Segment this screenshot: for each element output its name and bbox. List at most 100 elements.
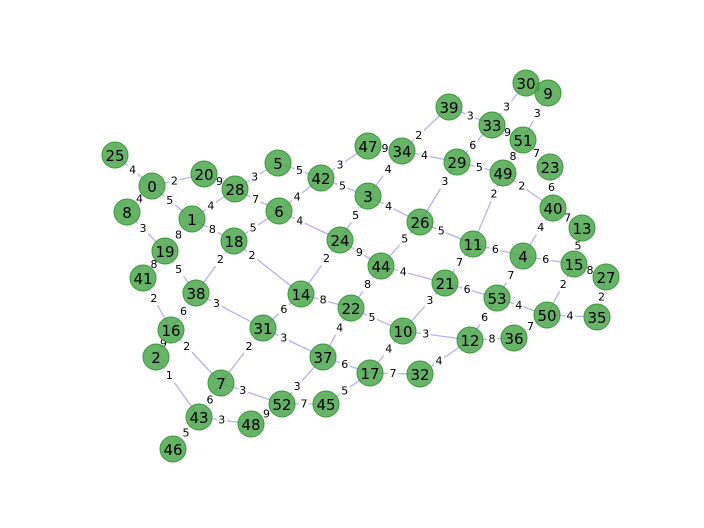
node-circle <box>431 269 459 297</box>
edge-weight-label: 3 <box>251 171 258 184</box>
node-18: 18 <box>220 227 248 255</box>
edge-weight-label: 4 <box>207 199 214 212</box>
node-21: 21 <box>431 269 459 297</box>
edge-weight-bg <box>367 310 378 325</box>
edge-weight-bg <box>299 397 309 411</box>
edge-weight-bg <box>292 189 303 204</box>
node-label: 22 <box>341 300 360 318</box>
node-17: 17 <box>356 359 384 387</box>
edge-weight-label: 4 <box>385 343 392 356</box>
node-label: 50 <box>537 307 556 325</box>
edge-weight-label: 5 <box>296 164 303 177</box>
edge-weight-label: 5 <box>369 311 376 324</box>
edge-weight-bg <box>134 192 145 206</box>
edge-weight-label: 5 <box>183 427 190 440</box>
edge-weight-bg <box>383 199 394 214</box>
node-29: 29 <box>443 148 471 176</box>
edge-weight-bg <box>321 251 332 266</box>
edge-weight-label: 2 <box>249 249 256 262</box>
node-circle <box>307 164 335 192</box>
edge-weight-bg <box>164 193 175 208</box>
node-13: 13 <box>568 214 596 242</box>
node-circle <box>207 369 235 397</box>
edge-weight-bg <box>535 220 546 235</box>
edge-weight-bg <box>148 291 159 306</box>
node-44: 44 <box>367 252 395 280</box>
node-label: 44 <box>371 258 390 276</box>
edge-weight-bg <box>540 252 551 267</box>
node-label: 41 <box>133 270 152 288</box>
edge-weight-label: 3 <box>294 380 301 393</box>
node-circle <box>536 153 564 181</box>
node-circle <box>182 279 210 307</box>
node-8: 8 <box>113 198 141 226</box>
node-circle <box>509 242 537 270</box>
node-circle <box>185 403 213 431</box>
edge-weight-label: 6 <box>542 253 549 266</box>
edge-weight-bg <box>546 180 557 195</box>
edge-weight-label: 5 <box>341 384 348 397</box>
node-label: 36 <box>504 330 523 348</box>
edge-weight-bg <box>362 277 373 292</box>
node-circle <box>443 148 471 176</box>
node-label: 39 <box>439 99 458 117</box>
node-5: 5 <box>264 149 292 177</box>
node-34: 34 <box>388 137 416 165</box>
node-label: 45 <box>316 396 335 414</box>
edge-weight-label: 2 <box>518 180 525 193</box>
edge-weight-label: 8 <box>151 258 158 271</box>
edge-weight-label: 8 <box>510 150 517 163</box>
node-label: 15 <box>564 256 583 274</box>
edge-weight-label: 8 <box>320 294 327 307</box>
node-label: 47 <box>358 138 377 156</box>
edge-weight-label: 3 <box>426 294 433 307</box>
edge-weight-label: 2 <box>598 291 605 304</box>
node-circle <box>326 226 354 254</box>
node-circle <box>583 303 611 331</box>
node-22: 22 <box>337 294 365 322</box>
edge-weight-bg <box>173 228 184 242</box>
edge-weight-bg <box>525 319 536 334</box>
edge-weight-bg <box>489 187 500 202</box>
edge-weight-label: 4 <box>436 355 443 368</box>
node-46: 46 <box>159 435 187 463</box>
node-label: 51 <box>513 132 532 150</box>
edge-weight-bg <box>479 310 490 325</box>
edge-weight-bg <box>292 379 303 394</box>
edge-weight-label: 7 <box>389 367 396 380</box>
edge-weight-label: 4 <box>296 214 303 227</box>
node-label: 33 <box>482 117 501 135</box>
node-label: 52 <box>272 396 291 414</box>
edge-weight-label: 6 <box>492 243 499 256</box>
node-49: 49 <box>489 159 517 187</box>
edge-weight-label: 5 <box>476 161 483 174</box>
edge-weight-label: 3 <box>218 414 225 427</box>
edge-weight-bg <box>216 413 227 428</box>
edge-weight-label: 5 <box>575 240 582 253</box>
node-label: 4 <box>518 248 528 266</box>
edge-weight-bg <box>339 357 350 372</box>
node-7: 7 <box>207 369 235 397</box>
node-circle <box>101 141 129 169</box>
node-circle <box>287 280 315 308</box>
edge-weight-label: 4 <box>421 149 428 162</box>
edge-weight-label: 6 <box>180 305 187 318</box>
edge-weight-bg <box>350 208 361 223</box>
edge-weight-bg <box>294 213 305 228</box>
node-circle <box>406 360 434 388</box>
edge-weight-bg <box>439 174 450 189</box>
node-48: 48 <box>237 410 265 438</box>
edge-weight-bg <box>339 383 350 398</box>
edge-weight-bg <box>502 125 513 140</box>
node-0: 0 <box>138 172 166 200</box>
edge-weight-bg <box>516 179 527 194</box>
node-circle <box>142 343 170 371</box>
node-label: 19 <box>155 243 174 261</box>
node-37: 37 <box>309 343 337 371</box>
node-label: 13 <box>572 220 591 238</box>
node-circle <box>489 159 517 187</box>
edge-weight-bg <box>513 298 524 313</box>
edge-weight-label: 6 <box>548 181 555 194</box>
edge-weight-label: 4 <box>385 163 392 176</box>
